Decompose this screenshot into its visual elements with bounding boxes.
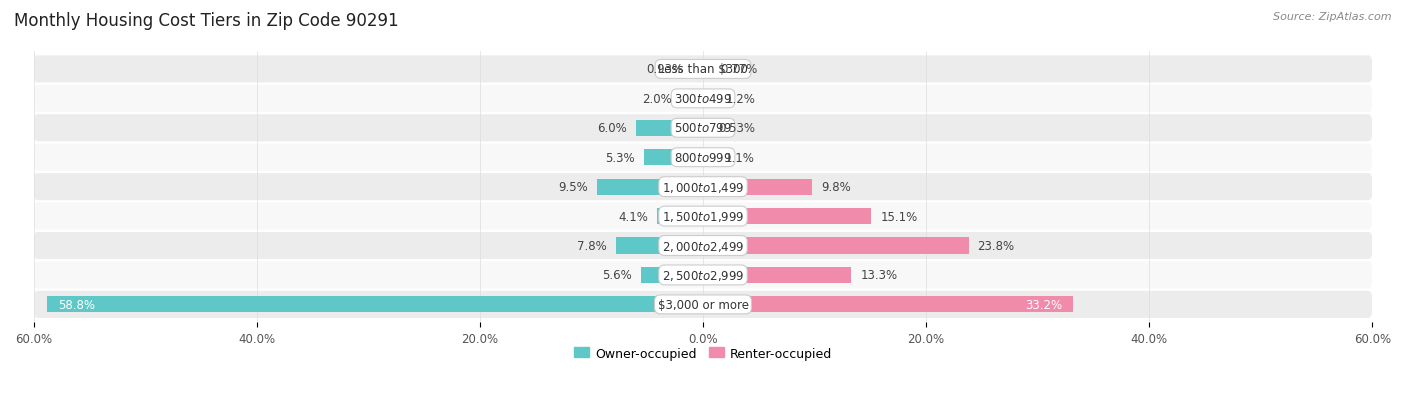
Bar bbox=[703, 238, 969, 254]
Text: 1.1%: 1.1% bbox=[724, 151, 754, 164]
Text: 13.3%: 13.3% bbox=[860, 269, 897, 282]
Bar bbox=[46, 297, 703, 313]
Text: $3,000 or more: $3,000 or more bbox=[658, 298, 748, 311]
Bar bbox=[703, 91, 717, 107]
Legend: Owner-occupied, Renter-occupied: Owner-occupied, Renter-occupied bbox=[568, 342, 838, 365]
Bar bbox=[703, 179, 813, 195]
Bar bbox=[693, 62, 703, 78]
Bar bbox=[636, 121, 703, 137]
Text: $300 to $499: $300 to $499 bbox=[673, 93, 733, 106]
Text: 6.0%: 6.0% bbox=[598, 122, 627, 135]
Text: $1,000 to $1,499: $1,000 to $1,499 bbox=[662, 180, 744, 194]
Text: 23.8%: 23.8% bbox=[977, 240, 1015, 252]
Text: 58.8%: 58.8% bbox=[58, 298, 96, 311]
FancyBboxPatch shape bbox=[34, 85, 1372, 113]
Bar bbox=[641, 267, 703, 283]
Text: 4.1%: 4.1% bbox=[619, 210, 648, 223]
FancyBboxPatch shape bbox=[34, 291, 1372, 318]
Text: 0.77%: 0.77% bbox=[720, 63, 758, 76]
Text: Source: ZipAtlas.com: Source: ZipAtlas.com bbox=[1274, 12, 1392, 22]
Text: $500 to $799: $500 to $799 bbox=[673, 122, 733, 135]
Text: 7.8%: 7.8% bbox=[578, 240, 607, 252]
FancyBboxPatch shape bbox=[34, 115, 1372, 142]
FancyBboxPatch shape bbox=[34, 233, 1372, 259]
Bar bbox=[681, 91, 703, 107]
FancyBboxPatch shape bbox=[34, 262, 1372, 289]
FancyBboxPatch shape bbox=[34, 203, 1372, 230]
Bar bbox=[703, 267, 852, 283]
Text: 0.53%: 0.53% bbox=[718, 122, 755, 135]
Text: 0.93%: 0.93% bbox=[647, 63, 683, 76]
FancyBboxPatch shape bbox=[34, 174, 1372, 201]
Text: Monthly Housing Cost Tiers in Zip Code 90291: Monthly Housing Cost Tiers in Zip Code 9… bbox=[14, 12, 399, 30]
Text: 5.3%: 5.3% bbox=[606, 151, 636, 164]
Text: 9.5%: 9.5% bbox=[558, 181, 588, 194]
Text: Less than $300: Less than $300 bbox=[658, 63, 748, 76]
Text: 5.6%: 5.6% bbox=[602, 269, 631, 282]
Bar bbox=[616, 238, 703, 254]
FancyBboxPatch shape bbox=[34, 144, 1372, 171]
Bar bbox=[703, 209, 872, 225]
Bar bbox=[703, 62, 711, 78]
Bar bbox=[703, 297, 1073, 313]
Bar bbox=[703, 121, 709, 137]
FancyBboxPatch shape bbox=[34, 56, 1372, 83]
Text: 9.8%: 9.8% bbox=[821, 181, 851, 194]
Text: 33.2%: 33.2% bbox=[1025, 298, 1063, 311]
Bar bbox=[598, 179, 703, 195]
Text: 2.0%: 2.0% bbox=[643, 93, 672, 106]
Text: $2,000 to $2,499: $2,000 to $2,499 bbox=[662, 239, 744, 253]
Text: 1.2%: 1.2% bbox=[725, 93, 755, 106]
Bar bbox=[644, 150, 703, 166]
Bar bbox=[703, 150, 716, 166]
Text: $800 to $999: $800 to $999 bbox=[673, 151, 733, 164]
Text: 15.1%: 15.1% bbox=[880, 210, 918, 223]
Bar bbox=[657, 209, 703, 225]
Text: $1,500 to $1,999: $1,500 to $1,999 bbox=[662, 209, 744, 223]
Text: $2,500 to $2,999: $2,500 to $2,999 bbox=[662, 268, 744, 282]
